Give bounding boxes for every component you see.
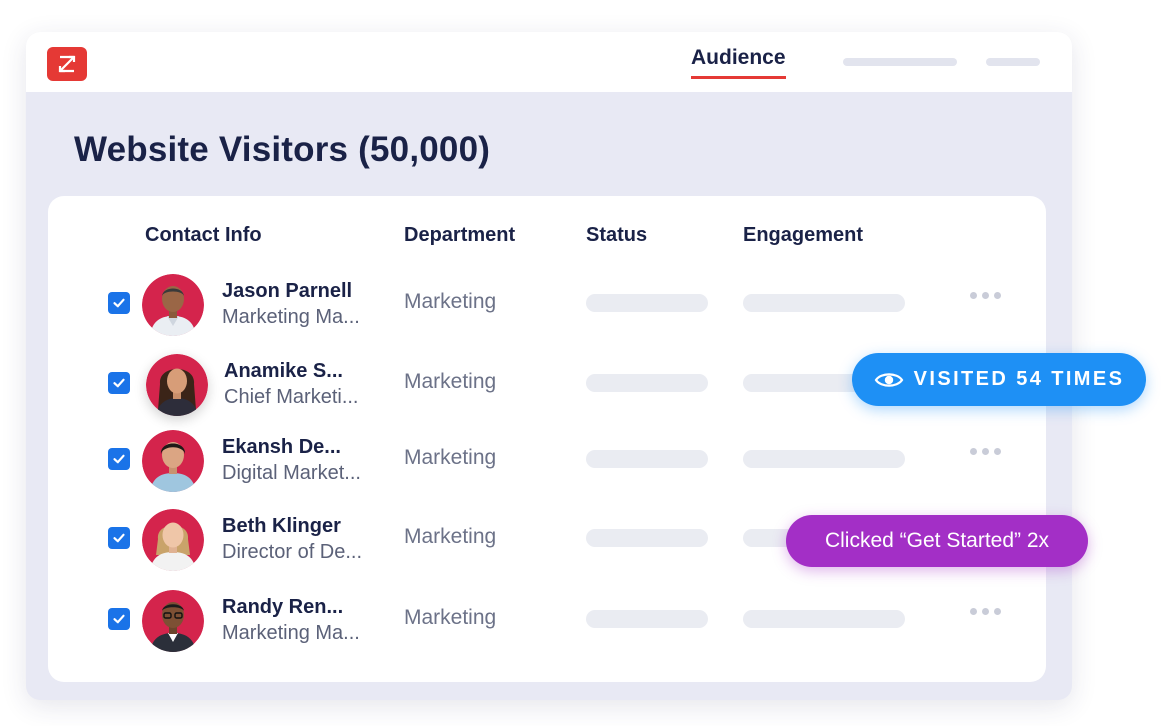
row-checkbox[interactable]: [108, 292, 130, 314]
status-placeholder-bar: [586, 450, 708, 468]
column-header-status: Status: [586, 224, 648, 246]
checkmark-icon: [113, 614, 125, 624]
column-header-contact-info: Contact Info: [145, 224, 262, 246]
row-checkbox[interactable]: [108, 372, 130, 394]
contact-name[interactable]: Anamike S...: [224, 360, 343, 382]
avatar: [142, 274, 204, 336]
contact-name[interactable]: Jason Parnell: [222, 280, 353, 302]
contact-title: Director of De...: [222, 541, 363, 563]
contact-name[interactable]: Randy Ren...: [222, 596, 344, 618]
avatar: [142, 509, 204, 571]
status-placeholder-bar: [586, 529, 708, 547]
nav-item-placeholder[interactable]: [843, 58, 957, 66]
more-options-icon[interactable]: [970, 448, 1001, 455]
status-placeholder-bar: [586, 610, 708, 628]
contact-department: Marketing: [404, 606, 497, 629]
status-placeholder-bar: [586, 294, 708, 312]
contact-title: Marketing Ma...: [222, 622, 360, 644]
zoominfo-logo-icon[interactable]: [47, 47, 87, 81]
clicks-badge: Clicked “Get Started” 2x: [786, 515, 1088, 567]
more-options-icon[interactable]: [970, 608, 1001, 615]
engagement-placeholder-bar: [743, 450, 905, 468]
visits-badge-label: VISITED 54 TIMES: [913, 368, 1125, 390]
avatar: [142, 430, 204, 492]
page-title: Website Visitors (50,000): [74, 130, 491, 169]
avatar: [142, 590, 204, 652]
checkmark-icon: [113, 298, 125, 308]
table-row[interactable]: Ekansh De... Digital Market... Marketing: [48, 424, 1046, 492]
table-row[interactable]: Beth Klinger Director of De... Marketing: [48, 503, 1046, 571]
checkmark-icon: [113, 378, 125, 388]
column-header-engagement: Engagement: [743, 224, 864, 246]
avatar: [146, 354, 208, 416]
engagement-placeholder-bar: [743, 294, 905, 312]
contacts-table: Contact Info Department Status Engagemen…: [48, 196, 1046, 682]
status-placeholder-bar: [586, 374, 708, 392]
column-header-department: Department: [404, 224, 516, 246]
row-checkbox[interactable]: [108, 527, 130, 549]
more-options-icon[interactable]: [970, 292, 1001, 299]
contact-department: Marketing: [404, 370, 497, 393]
top-navigation-bar: Audience: [26, 32, 1072, 92]
contact-name[interactable]: Ekansh De...: [222, 436, 341, 458]
row-checkbox[interactable]: [108, 608, 130, 630]
visits-badge: VISITED 54 TIMES: [852, 353, 1146, 406]
row-checkbox[interactable]: [108, 448, 130, 470]
checkmark-icon: [113, 454, 125, 464]
table-row[interactable]: Randy Ren... Marketing Ma... Marketing: [48, 584, 1046, 652]
engagement-placeholder-bar: [743, 610, 905, 628]
nav-item-placeholder[interactable]: [986, 58, 1040, 66]
contact-department: Marketing: [404, 525, 497, 548]
contact-title: Marketing Ma...: [222, 306, 360, 328]
contact-name[interactable]: Beth Klinger: [222, 515, 341, 537]
clicks-badge-label: Clicked “Get Started” 2x: [824, 529, 1050, 552]
table-row[interactable]: Jason Parnell Marketing Ma... Marketing: [48, 268, 1046, 336]
checkmark-icon: [113, 533, 125, 543]
contact-department: Marketing: [404, 290, 497, 313]
tab-audience[interactable]: Audience: [691, 46, 786, 79]
eye-icon: [874, 372, 903, 387]
contact-department: Marketing: [404, 446, 497, 469]
contact-title: Chief Marketi...: [224, 386, 359, 408]
contact-title: Digital Market...: [222, 462, 361, 484]
